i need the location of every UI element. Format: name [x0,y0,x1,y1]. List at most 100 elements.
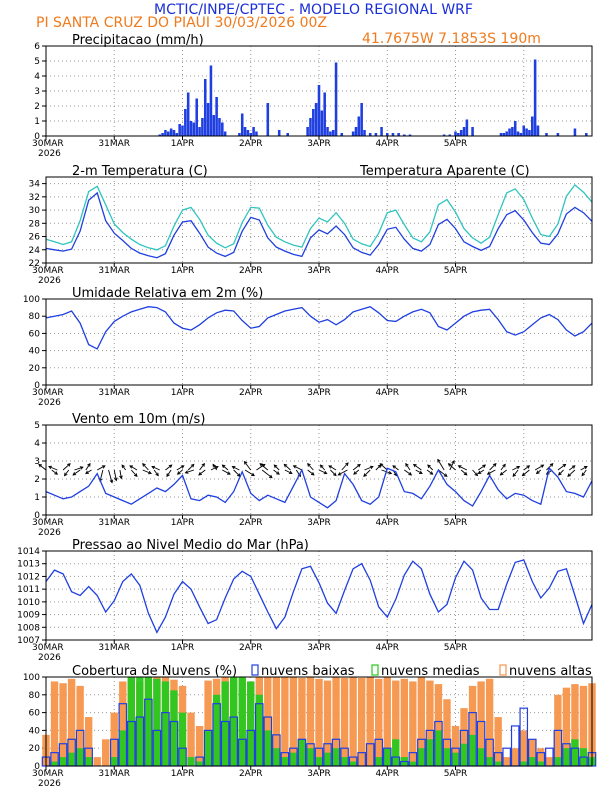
wind-arrow-head [166,473,170,478]
clouds-ytick-label: 100 [23,673,40,683]
clouds-xtick-label: 5APR [444,769,468,779]
wind-arrow [261,469,273,479]
precipitation-ytick-label: 1 [34,117,40,127]
wind-arrow-head [38,463,43,468]
wind-arrow [500,469,507,476]
humidity-xtick-label: 2APR [239,388,263,398]
wind-arrow [487,469,496,475]
cloud-bar-nuvens-altas [264,677,272,766]
legend-swatch [371,664,379,676]
precip-bar [201,118,204,136]
precip-bar [203,79,207,136]
wind-xtick-label: 2APR [239,518,263,528]
precipitation-xtick-label: 3APR [307,139,331,149]
wind-arrow-head [259,463,264,467]
cloud-bar-nuvens-medias [571,739,579,766]
pressure-xtick-label: 30MAR [32,643,64,653]
cloud-bar-nuvens-medias [477,748,485,766]
wind-arrow-head [463,471,468,476]
pressure-ytick-label: 1012 [17,572,40,582]
wind-arrow-head [535,470,540,475]
temperature-ytick-label: 34 [29,180,41,190]
cloud-bar-nuvens-medias [494,761,502,766]
humidity-frame [45,298,593,386]
pressure-ytick-label: 1011 [17,585,40,595]
precip-bar [536,125,540,136]
wind-xtick-label: 5APR [444,518,468,528]
cloud-bar-nuvens-medias [537,761,545,766]
wind-arrow [121,464,126,471]
wind-arrow-head [121,464,126,469]
precip-bar [323,92,326,136]
wind-arrow-head [231,465,236,470]
cloud-bar-nuvens-medias [306,748,315,766]
humidity-panel: Umidade Relativa em 2m (%) 0 20 40 60 80 100 30… [23,286,593,408]
cloud-bar-nuvens-altas [545,757,554,766]
precip-bar [178,124,181,136]
cloud-bar-nuvens-altas [102,739,110,766]
cloud-bar-nuvens-medias [443,748,451,766]
cloud-bar-nuvens-medias [204,730,212,766]
wind-arrow-head [418,470,423,474]
precip-bar [161,133,164,136]
precip-bar [556,133,560,136]
wind-ytick-label: 4 [34,439,40,449]
clouds-xtick-label: 31MAR [98,769,130,779]
cloud-bar-nuvens-altas [50,681,59,766]
wind-arrow-head [323,470,328,475]
wind-ytick-label: 5 [34,421,40,431]
wind-arrow-head [332,472,337,477]
wind-ytick-label: 0 [34,511,40,521]
precip-bar [255,131,258,136]
pressure-year-label: 2026 [38,653,61,663]
wind-arrow-head [67,463,71,467]
cloud-bar-nuvens-medias [562,748,571,766]
clouds-panel: Cobertura de Nuvens (%) 0 20 40 60 80 100 30MAR… [23,664,597,789]
cloud-bar-nuvens-medias [298,739,306,766]
precip-bar [312,109,315,136]
cloud-bar-nuvens-medias [59,757,67,766]
cloud-bar-nuvens-altas [502,757,511,766]
cloud-bar-nuvens-altas [315,678,323,766]
pressure-frame [45,550,593,641]
wind-arrow [522,469,530,476]
wind-arrow-head [388,470,393,475]
pressure-xtick-label: 1APR [171,643,195,653]
precip-bar [573,128,577,136]
precip-bar [286,133,289,136]
wind-arrow-head [345,462,349,467]
precip-bar [172,130,176,136]
wind-arrow [187,464,195,471]
clouds-ytick-label: 80 [29,691,41,701]
cloud-bar-nuvens-altas [340,677,349,766]
clouds-frame [45,676,593,767]
header-location: PI SANTA CRUZ DO PIAUI 30/03/2026 00Z [36,15,327,31]
cloud-bar-nuvens-medias [434,730,443,766]
cloud-bar-nuvens-altas [187,712,195,766]
cloud-bar-nuvens-altas [281,677,289,766]
wind-arrow [448,463,456,471]
cloud-bar-nuvens-medias [110,757,118,766]
wind-arrow [405,463,411,471]
precipitation-title: Precipitacao (mm/h) [72,33,204,48]
wind-arrow-head [499,471,504,476]
legend-label-nuvens-medias: nuvens medias [381,664,480,679]
wind-xtick-label: 31MAR [98,518,130,528]
temperature-legend: Temperatura Aparente (C) [359,164,530,179]
wind-arrow [413,464,422,471]
cloud-bar-nuvens-medias [528,757,536,766]
wind-arrow-head [227,471,231,475]
precip-bar [306,127,309,136]
cloud-bar-nuvens-medias [247,681,255,766]
humidity-xtick-label: 30MAR [32,388,64,398]
wind-arrow [318,469,327,474]
cloud-bar-nuvens-medias [187,757,195,766]
precip-bar [223,131,227,136]
cloud-bar-nuvens-medias [340,757,349,766]
cloud-bar-nuvens-medias [272,748,281,766]
temperature-year-label: 2026 [38,276,61,286]
humidity-ytick-label: 60 [29,329,41,339]
wind-arrow-head [63,472,68,477]
wind-arrow-head [198,471,202,476]
cloud-bar-nuvens-medias [136,677,144,766]
